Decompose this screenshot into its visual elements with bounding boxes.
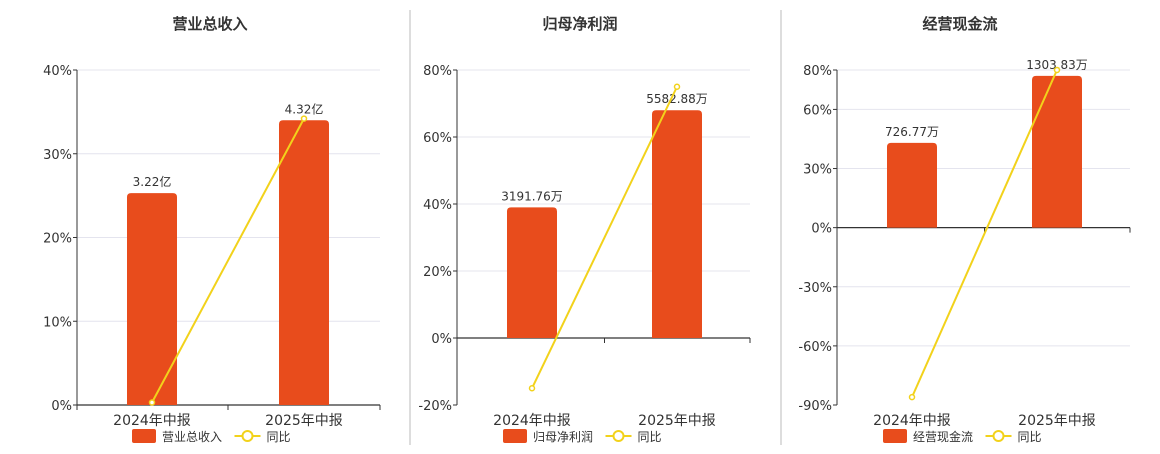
line-series [151,118,305,403]
line-point [673,83,681,90]
legend-line-label: 同比 [638,430,662,444]
y-tick-label: 60% [803,103,832,118]
y-tick-label: 80% [423,64,452,79]
y-tick-label: 40% [423,198,452,213]
x-tick-label: 2025年中报 [265,413,343,429]
y-tick-label: -20% [418,399,452,414]
bar [887,142,937,228]
legend-line-label: 同比 [1018,430,1042,444]
line-point [300,115,308,122]
legend-bar-label: 归母净利润 [533,430,593,444]
line-series [911,69,1058,398]
bar [279,120,329,405]
bar-value-label: 5582.88万 [646,92,708,106]
y-tick-label: 0% [811,222,832,237]
x-tick-label: 2024年中报 [493,413,571,429]
legend-line-marker [241,430,254,442]
chart-title: 经营现金流 [922,15,997,33]
x-tick-label: 2025年中报 [1018,413,1096,429]
line-point [528,385,536,392]
line-point [908,393,916,401]
line-point [1053,66,1061,74]
legend-line-label: 同比 [267,430,291,444]
legend-bar-label: 经营现金流 [913,429,973,444]
legend-line-marker [992,430,1005,442]
y-tick-label: -90% [798,399,832,414]
bar [127,193,177,405]
bar-value-label: 1303.83万 [1026,58,1088,72]
legend-bar-swatch [503,429,527,443]
y-tick-label: 20% [43,232,72,247]
chart-title: 归母净利润 [542,15,617,33]
chart-panel-3: 经营现金流 -90% -60% -30% 0% 30% 60% 80% 726.77万 1303.… [798,15,1131,444]
bar-value-label: 4.32亿 [285,101,324,116]
line-point [148,399,156,406]
x-tick-label: 2024年中报 [113,413,191,429]
chart-title: 营业总收入 [172,15,247,33]
legend-bar-swatch [883,429,907,443]
y-tick-label: 30% [43,148,72,163]
y-tick-label: 0% [51,399,72,414]
y-tick-label: -60% [798,340,832,355]
chart-panel-2: 归母净利润 -20% 0% 20% 40% 60% 80% 3191.76万 5582.88万 2… [418,15,751,444]
legend-bar-swatch [132,429,156,443]
bar-value-label: 3.22亿 [133,174,172,189]
line-series [531,86,678,389]
y-tick-label: 40% [43,64,72,79]
y-tick-label: -30% [798,281,832,296]
y-tick-label: 10% [43,315,72,330]
chart-panel-1: 营业总收入 0% 10% 20% 30% 40% 3.22亿 4.32亿 2024年中报 2025… [43,15,381,444]
bar [652,110,702,338]
legend-bar-label: 营业总收入 [162,430,222,444]
x-tick-label: 2024年中报 [873,413,951,429]
bar [1032,75,1082,228]
y-tick-label: 30% [803,163,832,178]
bar-value-label: 3191.76万 [501,189,563,203]
y-tick-label: 0% [431,332,452,347]
x-tick-label: 2025年中报 [638,413,716,429]
y-tick-label: 60% [423,131,452,146]
y-tick-label: 20% [423,265,452,280]
bar [507,207,557,338]
legend-line-marker [612,430,625,442]
y-tick-label: 80% [803,64,832,79]
bar-value-label: 726.77万 [885,125,939,139]
